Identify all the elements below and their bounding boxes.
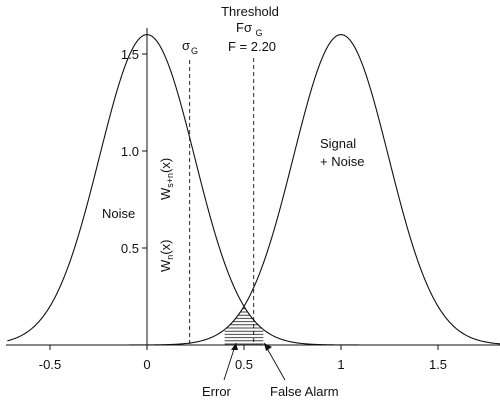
x-tick-label: 0.5 xyxy=(235,357,253,372)
x-tick-label: -0.5 xyxy=(39,357,61,372)
signal-label-line2: + Noise xyxy=(320,154,364,169)
false-alarm-label: False Alarm xyxy=(270,384,339,399)
svg-text:Wn(x): Wn(x) xyxy=(158,240,175,272)
threshold-symbol: Fσ xyxy=(236,20,252,35)
noise-label: Noise xyxy=(102,206,135,221)
false-alarm-arrow-head xyxy=(264,343,272,351)
error-label: Error xyxy=(202,384,232,399)
signal-label-line1: Signal xyxy=(320,136,356,151)
sigma-label-sub: G xyxy=(191,46,198,56)
overlap-hatch-area xyxy=(224,306,264,345)
x-tick-label: 1 xyxy=(337,357,344,372)
x-tick-label: 1.5 xyxy=(429,357,447,372)
sigma-label: σ xyxy=(182,38,190,53)
y-tick-label: 0.5 xyxy=(121,241,139,256)
threshold-value-label: F = 2.20 xyxy=(228,39,276,54)
axes-group: -0.5 0 0.5 1 1.5 0.5 1.0 1.5 xyxy=(6,28,494,372)
y-tick-label: 1.0 xyxy=(121,144,139,159)
vertical-lines-group xyxy=(189,58,255,345)
x-tick-label: 0 xyxy=(143,357,150,372)
threshold-title: Threshold xyxy=(221,4,279,19)
threshold-symbol-sub: G xyxy=(255,28,262,38)
svg-text:Ws+n(x): Ws+n(x) xyxy=(158,158,175,200)
overlap-region-hatch xyxy=(224,306,264,345)
wsn-label: Ws+n(x) xyxy=(158,158,175,200)
error-arrow-head xyxy=(231,343,238,350)
y-tick-label: 1.5 xyxy=(121,47,139,62)
wn-label: Wn(x) xyxy=(158,240,175,272)
